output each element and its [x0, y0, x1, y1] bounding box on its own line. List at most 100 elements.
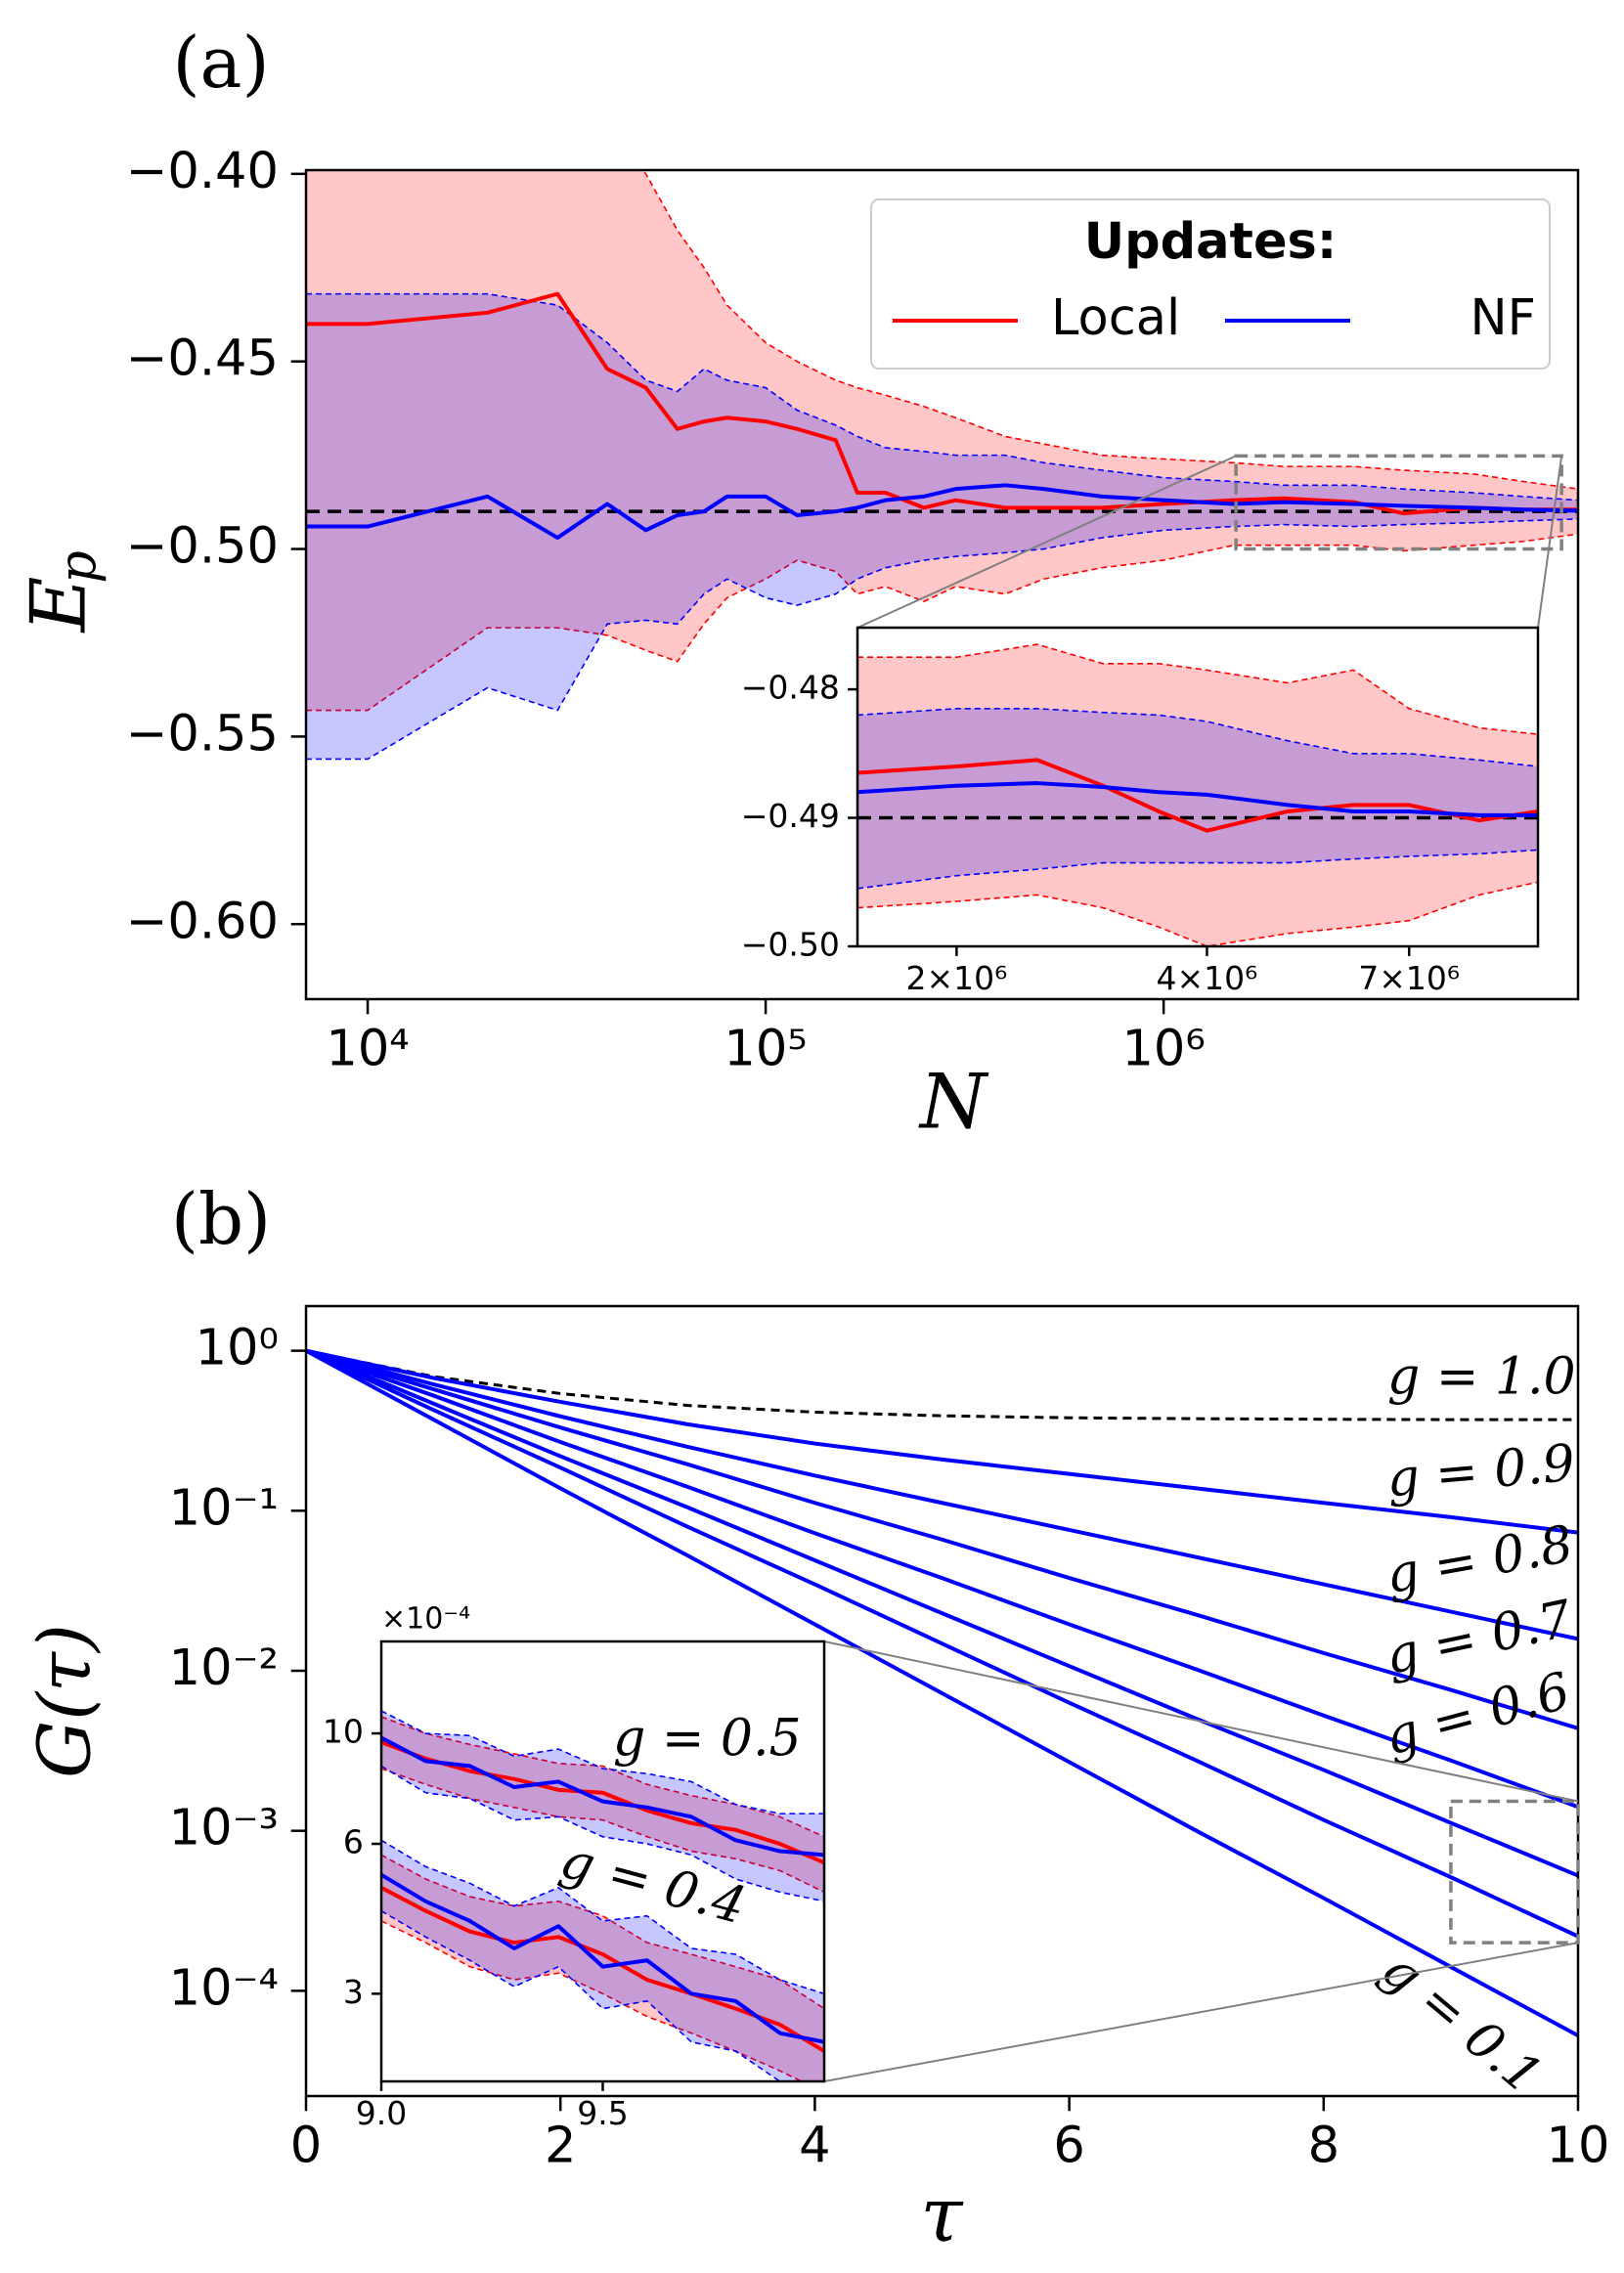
zoom-connector	[1537, 456, 1563, 629]
y-tick-label: −0.49	[741, 797, 840, 835]
plot-area	[381, 1710, 824, 2081]
axes-background	[381, 1641, 824, 2081]
x-tick-label: 10⁴	[326, 1021, 409, 1078]
axes-frame	[304, 168, 1580, 1001]
legend-frame	[870, 198, 1551, 370]
legend-label: NF	[1470, 289, 1537, 347]
band-edge	[857, 881, 1538, 946]
line	[381, 1735, 824, 1858]
x-tick-label: 2	[545, 2118, 576, 2175]
band-edge	[306, 292, 1578, 502]
axis-offset-label: ×10⁻⁴	[381, 1602, 470, 1637]
line	[306, 483, 1578, 541]
error-band	[381, 1710, 824, 1901]
series-label: g = 0.5	[613, 1710, 802, 1769]
x-axis-label: τ	[920, 2172, 964, 2260]
y-tick-label: 10⁰	[196, 1320, 279, 1377]
zoom-box	[1449, 1799, 1580, 1945]
y-axis-label: G(τ)	[22, 1624, 107, 1778]
error-band	[306, 293, 1578, 760]
panel-label: (a)	[172, 22, 269, 104]
x-tick-label: 7×10⁶	[1358, 959, 1460, 997]
line	[306, 1348, 1578, 1641]
error-band	[381, 1840, 824, 2081]
band-edge	[381, 1710, 824, 1814]
y-tick-label: 10⁻⁴	[169, 1959, 279, 2017]
zoom-connector	[823, 1640, 1579, 1803]
y-tick-label: 10⁻¹	[169, 1479, 279, 1537]
axes-frame	[856, 626, 1540, 948]
x-tick-label: 0	[290, 2118, 322, 2175]
y-tick-label: −0.48	[741, 669, 840, 707]
band-edge	[306, 518, 1578, 761]
band-edge	[381, 1716, 824, 1838]
line	[306, 1348, 1578, 1730]
legend: Updates: Local NF	[870, 198, 1551, 370]
axes: 10⁴ 10⁵ 10⁶ −0.60 −0.55 −0.50 −0.45 −0.40	[126, 143, 1580, 1078]
error-band	[857, 708, 1538, 889]
x-tick-label: 10⁵	[724, 1021, 807, 1078]
axes-frame	[379, 1639, 826, 2083]
axes: 2×10⁶ 4×10⁶ 7×10⁶ −0.50 −0.49 −0.48	[741, 626, 1540, 997]
line	[306, 1348, 1578, 1939]
y-tick-label: 3	[343, 1973, 364, 2011]
line	[306, 291, 1578, 516]
error-band	[381, 1717, 824, 1893]
axes: 0 2 4 6 8 10 10⁻⁴ 10⁻³ 10⁻² 10⁻¹ 10⁰	[169, 1304, 1609, 2175]
x-tick-label: 8	[1308, 2118, 1339, 2175]
band-edge	[381, 1768, 824, 1894]
y-axis-label-sub: p	[50, 550, 109, 583]
series-label: g = 0.8	[1382, 1515, 1577, 1606]
series-label: g = 1.0	[1387, 1348, 1576, 1407]
line	[857, 758, 1538, 833]
plot-area	[306, 170, 1578, 761]
zoom-box	[1234, 454, 1563, 551]
line	[306, 1349, 1578, 1421]
line	[381, 1740, 824, 1865]
band-edge	[381, 1839, 824, 1995]
y-tick-label: 10	[323, 1713, 364, 1751]
y-tick-label: −0.45	[126, 330, 279, 388]
x-axis-label: N	[918, 1059, 989, 1147]
y-tick-label: −0.50	[741, 926, 840, 964]
band-edge	[381, 1920, 804, 2081]
band-edge	[857, 643, 1538, 735]
line	[306, 1348, 1578, 2037]
axes-frame	[304, 1304, 1580, 2098]
x-tick-label: 4	[799, 2118, 830, 2175]
band-edge	[381, 1909, 783, 2081]
x-tick-label: 6	[1053, 2118, 1084, 2175]
line	[306, 1348, 1578, 1878]
y-tick-label: −0.60	[126, 893, 279, 950]
line	[306, 1348, 1578, 1810]
panel-label: (b)	[171, 1178, 271, 1260]
series-label: g = 0.9	[1384, 1434, 1577, 1509]
legend-title: Updates:	[1084, 213, 1338, 271]
axes: 9.0 9.5 3 6 10	[323, 1639, 826, 2132]
y-tick-label: 10⁻³	[169, 1800, 279, 1858]
x-tick-label: 9.5	[577, 2094, 628, 2132]
band-edge	[381, 1765, 824, 1902]
y-tick-label: 10⁻²	[169, 1639, 279, 1697]
plot-area	[306, 1348, 1578, 2037]
error-band	[306, 170, 1578, 711]
line	[306, 1348, 1578, 1535]
x-tick-label: 9.0	[356, 2094, 407, 2132]
band-edge	[381, 1854, 824, 2010]
band-edge	[857, 708, 1538, 767]
y-tick-label: −0.50	[126, 518, 279, 576]
legend-label: Local	[1051, 289, 1180, 347]
zoom-connector	[823, 1942, 1579, 2082]
x-tick-label: 4×10⁶	[1157, 959, 1258, 997]
y-tick-label: 6	[343, 1823, 364, 1861]
plot-area	[857, 643, 1538, 946]
zoom-connector	[856, 455, 1237, 629]
y-axis-label: E	[16, 577, 104, 634]
line	[381, 1872, 824, 2044]
y-tick-label: −0.55	[126, 705, 279, 763]
x-tick-label: 2×10⁶	[905, 959, 1007, 997]
x-tick-label: 10⁶	[1121, 1021, 1205, 1078]
band-edge	[640, 170, 1578, 490]
